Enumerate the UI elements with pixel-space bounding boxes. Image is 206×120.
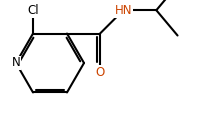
Text: HN: HN: [114, 4, 131, 17]
Text: N: N: [12, 57, 20, 69]
Text: Cl: Cl: [27, 4, 39, 17]
Text: O: O: [95, 66, 104, 79]
